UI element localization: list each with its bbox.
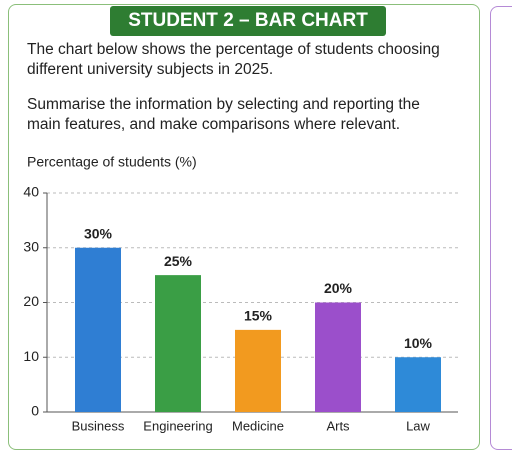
x-tick-label: Engineering bbox=[143, 418, 212, 433]
banner-title: STUDENT 2 – BAR CHART bbox=[110, 6, 386, 36]
value-label: 15% bbox=[244, 308, 273, 324]
value-label: 10% bbox=[404, 335, 433, 351]
bar bbox=[75, 247, 121, 412]
side-card bbox=[490, 6, 512, 450]
bar bbox=[155, 275, 201, 412]
value-label: 25% bbox=[164, 253, 193, 269]
x-tick-label: Arts bbox=[326, 418, 350, 433]
y-tick-label: 30 bbox=[23, 238, 39, 254]
prompt-text: Summarise the information by selecting a… bbox=[27, 96, 420, 133]
value-label: 30% bbox=[84, 225, 113, 241]
y-tick-label: 0 bbox=[31, 403, 39, 419]
y-tick-label: 40 bbox=[23, 184, 39, 200]
y-axis-label: Percentage of students (%) bbox=[27, 154, 197, 170]
x-tick-label: Medicine bbox=[232, 418, 284, 433]
x-tick-label: Law bbox=[406, 418, 430, 433]
bar bbox=[395, 357, 441, 412]
value-label: 20% bbox=[324, 280, 353, 296]
bar bbox=[235, 329, 281, 412]
y-tick-label: 10 bbox=[23, 348, 39, 364]
prompt-text: The chart below shows the percentage of … bbox=[27, 41, 440, 78]
bar bbox=[315, 302, 361, 412]
x-tick-label: Business bbox=[72, 418, 125, 433]
y-tick-label: 20 bbox=[23, 293, 39, 309]
